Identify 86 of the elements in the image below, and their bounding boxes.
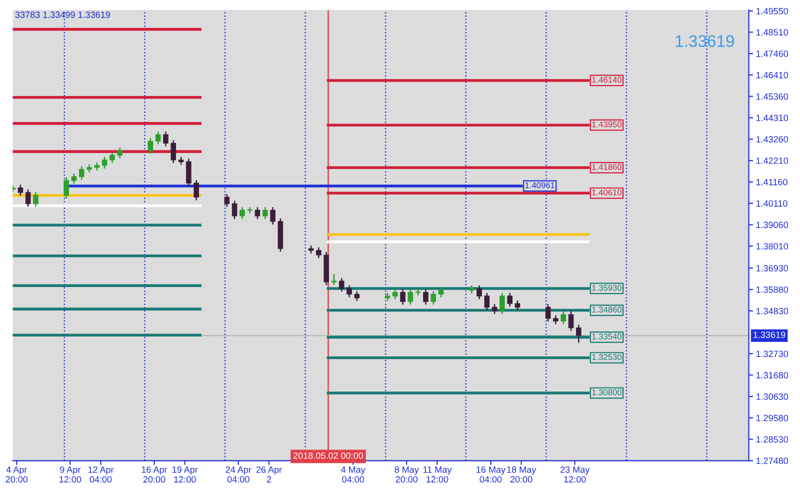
annotation: 1.33619	[676, 35, 734, 47]
candlestick	[430, 291, 436, 305]
y-tick-label: 1.42210	[756, 157, 788, 164]
candlestick	[316, 247, 322, 258]
y-tick-label: 1.27480	[756, 458, 788, 464]
candlestick	[232, 200, 238, 220]
candlestick	[110, 152, 115, 163]
x-tick-label: 23 May 12:00	[560, 466, 590, 483]
ref-line-label: 2018.05.02 00:00	[294, 452, 364, 459]
x-tick-label: 11 May 12:00	[423, 466, 452, 483]
candlestick	[568, 311, 574, 331]
y-tick-label: 1.32730	[756, 350, 788, 358]
x-tick-label: 19 Apr 12:00	[172, 466, 198, 483]
candlestick	[247, 207, 252, 214]
data-label: 1.41860	[592, 164, 622, 170]
data-label: 1.33540	[592, 334, 622, 340]
candlestick	[194, 180, 199, 200]
y-tick-label: 1.49550	[756, 8, 788, 14]
candlestick	[170, 140, 176, 163]
candlestick	[576, 324, 582, 343]
candlestick	[18, 184, 24, 196]
candlestick	[86, 164, 92, 172]
x-tick-label: 8 May 20:00	[394, 466, 419, 483]
y-tick-label: 1.45360	[756, 93, 788, 100]
candlestick	[25, 189, 31, 207]
y-tick-label: 1.36930	[756, 265, 788, 272]
y-tick-label: 1.43260	[756, 136, 788, 142]
candlestick	[117, 147, 122, 158]
annotation: 33783 1.33499 1.33619	[15, 12, 110, 18]
candlestick	[338, 278, 344, 292]
candlestick	[33, 192, 38, 207]
candlestick	[400, 289, 406, 305]
x-tick-label: 24 Apr 04:00	[226, 466, 252, 483]
candlestick	[186, 158, 192, 186]
y-tick-label: 1.48510	[756, 29, 788, 36]
candlestick	[331, 274, 337, 286]
candlestick	[270, 207, 276, 225]
y-tick-label: 1.39060	[756, 222, 788, 228]
data-label: 1.43950	[592, 121, 622, 128]
candlestick	[224, 194, 230, 207]
candlestick	[346, 285, 352, 298]
data-label: 1.34860	[592, 306, 622, 313]
candlestick	[560, 311, 566, 324]
candlestick	[155, 132, 161, 144]
x-tick-label: 18 May 20:00	[507, 466, 536, 483]
y-tick-label: 1.31680	[756, 372, 788, 378]
candlestick	[408, 289, 414, 305]
data-label: 1.30800	[592, 389, 622, 396]
x-tick-label: 16 May 04:00	[476, 466, 506, 483]
candlestick	[500, 292, 505, 314]
ref-line-label: 1.33619	[754, 332, 786, 338]
data-label: 1.35930	[592, 284, 622, 291]
x-tick-label: 4 May 04:00	[340, 466, 366, 483]
candlestick	[163, 132, 168, 146]
candlestick	[240, 207, 245, 220]
x-tick-label: 12 Apr 04:00	[88, 466, 114, 483]
candlestick	[545, 304, 551, 322]
y-tick-label: 1.38010	[756, 243, 788, 250]
candlestick	[254, 207, 260, 220]
x-tick-label: 26 Apr 2	[256, 466, 282, 482]
x-tick-label: 4 Apr 20:00	[6, 466, 28, 483]
candlestick	[262, 207, 268, 220]
y-tick-label: 1.44310	[756, 114, 788, 122]
data-label: 1.40610	[592, 189, 622, 196]
y-tick-label: 1.41160	[756, 178, 788, 186]
candlestick	[148, 138, 154, 154]
candlestick	[102, 156, 108, 168]
x-tick-label: 16 Apr 20:00	[142, 466, 168, 483]
data-label: 1.40961	[525, 182, 554, 188]
y-tick-label: 1.29580	[756, 414, 788, 422]
candlestick	[484, 292, 490, 310]
y-tick-label: 1.30630	[756, 393, 788, 400]
y-tick-label: 1.47460	[756, 50, 788, 57]
candlestick	[64, 177, 69, 198]
data-label: 1.32530	[592, 354, 622, 360]
y-tick-label: 1.28530	[756, 436, 788, 443]
y-tick-label: 1.34830	[756, 308, 788, 314]
data-label: 1.46140	[592, 76, 622, 83]
candlestick	[507, 292, 512, 307]
y-tick-label: 1.46410	[756, 72, 788, 78]
y-tick-label: 1.35880	[756, 286, 788, 293]
y-tick-label: 1.40110	[756, 200, 788, 207]
candlestick	[78, 166, 84, 180]
candlestick	[423, 289, 428, 305]
x-tick-label: 9 Apr 12:00	[60, 466, 82, 483]
candlestick	[476, 285, 482, 300]
